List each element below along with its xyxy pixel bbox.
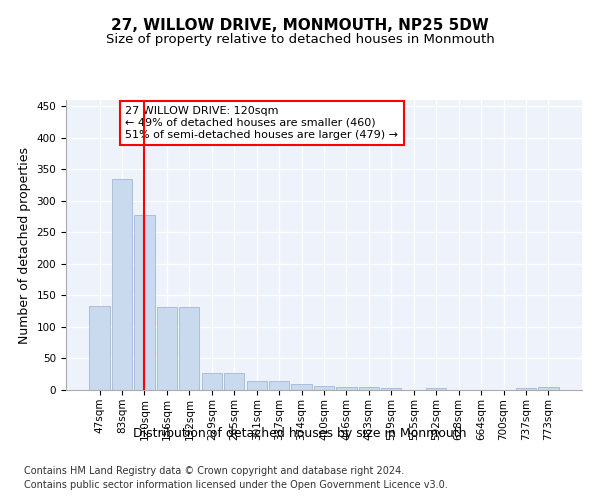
Bar [538, 387, 559, 390]
Bar [292, 384, 311, 390]
Bar [112, 179, 132, 390]
Text: Distribution of detached houses by size in Monmouth: Distribution of detached houses by size … [133, 428, 467, 440]
Bar [426, 388, 446, 390]
Bar [337, 387, 356, 390]
Bar [359, 387, 379, 390]
Bar [381, 388, 401, 390]
Bar [224, 373, 244, 390]
Bar [134, 214, 155, 390]
Bar [269, 380, 289, 390]
Bar [202, 373, 222, 390]
Bar [247, 380, 267, 390]
Text: Contains HM Land Registry data © Crown copyright and database right 2024.: Contains HM Land Registry data © Crown c… [24, 466, 404, 476]
Bar [314, 386, 334, 390]
Y-axis label: Number of detached properties: Number of detached properties [18, 146, 31, 344]
Bar [157, 307, 177, 390]
Text: Contains public sector information licensed under the Open Government Licence v3: Contains public sector information licen… [24, 480, 448, 490]
Bar [89, 306, 110, 390]
Bar [516, 388, 536, 390]
Text: 27 WILLOW DRIVE: 120sqm
← 49% of detached houses are smaller (460)
51% of semi-d: 27 WILLOW DRIVE: 120sqm ← 49% of detache… [125, 106, 398, 140]
Text: 27, WILLOW DRIVE, MONMOUTH, NP25 5DW: 27, WILLOW DRIVE, MONMOUTH, NP25 5DW [111, 18, 489, 32]
Bar [179, 307, 199, 390]
Text: Size of property relative to detached houses in Monmouth: Size of property relative to detached ho… [106, 32, 494, 46]
